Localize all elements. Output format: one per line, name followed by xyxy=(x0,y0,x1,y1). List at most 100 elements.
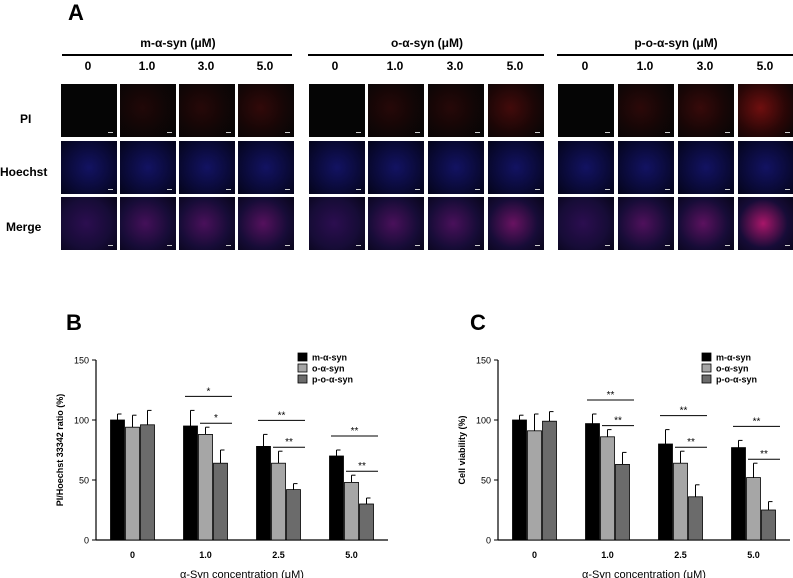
significance-label: ** xyxy=(753,416,761,427)
scale-bar xyxy=(415,245,420,246)
scale-bar xyxy=(725,132,730,133)
scale-bar xyxy=(415,189,420,190)
micrograph-merge xyxy=(428,197,484,250)
conc-label: 5.0 xyxy=(506,59,524,73)
significance-label: ** xyxy=(687,437,695,448)
scale-bar xyxy=(785,189,790,190)
bar xyxy=(585,423,600,541)
panel-a-letter: A xyxy=(68,0,84,25)
x-tick-label: 0 xyxy=(532,550,537,560)
conc-label: 3.0 xyxy=(446,59,464,73)
scale-bar xyxy=(475,245,480,246)
legend-swatch xyxy=(701,374,712,384)
micrograph-pi xyxy=(738,84,793,137)
legend-label: p-o-α-syn xyxy=(716,375,757,385)
scale-bar xyxy=(356,189,361,190)
micrograph-merge xyxy=(558,197,614,250)
bar xyxy=(512,419,527,541)
scale-bar xyxy=(167,245,172,246)
micrograph-pi xyxy=(238,84,294,137)
significance-label: * xyxy=(214,413,218,424)
legend-swatch xyxy=(297,374,308,384)
x-axis-label: α-Syn concentration (μM) xyxy=(180,569,304,578)
conc-label: 1.0 xyxy=(386,59,404,73)
y-tick-label: 50 xyxy=(481,476,491,486)
legend-label: o-α-syn xyxy=(716,364,749,374)
scale-bar xyxy=(665,189,670,190)
group-line-o-syn xyxy=(308,54,544,56)
significance-label: ** xyxy=(358,461,366,472)
scale-bar xyxy=(356,132,361,133)
bar xyxy=(329,455,344,541)
micrograph-hoechst xyxy=(309,141,365,194)
bar xyxy=(658,443,673,541)
group-line-p-o-syn xyxy=(557,54,793,56)
micrograph-hoechst xyxy=(61,141,117,194)
legend-label: o-α-syn xyxy=(312,364,345,374)
scale-bar xyxy=(725,189,730,190)
micrograph-pi xyxy=(488,84,544,137)
micrograph-hoechst xyxy=(738,141,793,194)
panel-b-letter: B xyxy=(66,310,82,335)
scale-bar xyxy=(108,189,113,190)
scale-bar xyxy=(167,189,172,190)
bar xyxy=(688,496,703,541)
group-title-m-syn: m-α-syn (μM) xyxy=(140,36,216,50)
bar xyxy=(140,424,155,541)
bar xyxy=(615,463,630,541)
micrograph-hoechst xyxy=(368,141,424,194)
conc-label: 0 xyxy=(331,59,339,73)
x-tick-label: 5.0 xyxy=(345,550,358,560)
x-tick-label: 0 xyxy=(130,550,135,560)
micrograph-hoechst xyxy=(678,141,734,194)
micrograph-hoechst xyxy=(179,141,235,194)
micrograph-pi xyxy=(179,84,235,137)
micrograph-merge xyxy=(120,197,176,250)
significance-label: ** xyxy=(760,449,768,460)
bar xyxy=(359,503,374,541)
scale-bar xyxy=(785,132,790,133)
y-tick-label: 150 xyxy=(74,356,89,366)
micrograph-merge xyxy=(238,197,294,250)
legend-swatch xyxy=(701,352,712,362)
significance-label: ** xyxy=(351,426,359,437)
significance-label: * xyxy=(207,386,211,397)
micrograph-hoechst xyxy=(618,141,674,194)
micrograph-merge xyxy=(309,197,365,250)
legend-swatch xyxy=(297,352,308,362)
row-label-pi: PI xyxy=(20,112,32,126)
conc-label: 0 xyxy=(84,59,92,73)
bar xyxy=(125,426,140,541)
bar xyxy=(256,445,271,541)
micrograph-pi xyxy=(678,84,734,137)
chart-cell-viability: 0 50 100 150 Cell viability (%) 0 1.0 2.5 5.0 α-S… xyxy=(457,352,790,578)
conc-label: 5.0 xyxy=(756,59,774,73)
significance-label: ** xyxy=(607,390,615,401)
legend-label: p-o-α-syn xyxy=(312,375,353,385)
scale-bar xyxy=(167,132,172,133)
micrograph-merge xyxy=(678,197,734,250)
micrograph-merge xyxy=(488,197,544,250)
scale-bar xyxy=(226,245,231,246)
bar xyxy=(746,477,761,541)
row-label-merge: Merge xyxy=(6,220,42,234)
group-title-p-o-syn: p-o-α-syn (μM) xyxy=(634,36,718,50)
conc-label: 5.0 xyxy=(256,59,274,73)
scale-bar xyxy=(535,132,540,133)
conc-label: 3.0 xyxy=(197,59,215,73)
scale-bar xyxy=(226,132,231,133)
group-line-m-syn xyxy=(62,54,292,56)
micrograph-pi xyxy=(558,84,614,137)
scale-bar xyxy=(605,245,610,246)
micrograph-merge xyxy=(61,197,117,250)
scale-bar xyxy=(285,189,290,190)
scale-bar xyxy=(785,245,790,246)
micrograph-pi xyxy=(618,84,674,137)
micrograph-pi xyxy=(120,84,176,137)
row-label-hoechst: Hoechst xyxy=(0,165,48,179)
bar xyxy=(731,447,746,541)
scale-bar xyxy=(665,245,670,246)
micrograph-merge xyxy=(618,197,674,250)
bar xyxy=(344,481,359,541)
scale-bar xyxy=(475,189,480,190)
